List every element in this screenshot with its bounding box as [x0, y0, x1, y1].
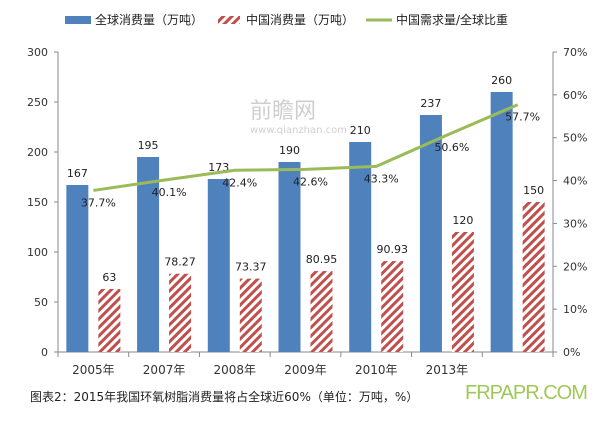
bar-china: [239, 278, 262, 352]
y2-tick-label: 50%: [563, 132, 587, 145]
bar-global: [490, 92, 513, 352]
bar-global-label: 237: [420, 97, 441, 110]
bar-china-label: 73.37: [235, 261, 267, 274]
bar-global-label: 210: [350, 124, 371, 137]
y-tick-label: 50: [34, 296, 48, 309]
bar-china: [451, 232, 474, 352]
legend-label-global: 全球消费量（万吨）: [95, 12, 203, 27]
x-tick-label: 2007年: [143, 363, 186, 377]
bar-china-label: 80.95: [306, 253, 338, 266]
x-tick-label: 2005年: [72, 363, 115, 377]
bar-china-label: 78.27: [164, 256, 196, 269]
bar-china: [169, 273, 192, 352]
y2-tick-label: 40%: [563, 175, 587, 188]
chart-caption: 图表2：2015年我国环氧树脂消费量将占全球近60%（单位：万吨，%）: [30, 390, 419, 404]
watermark-logo: 前瞻网: [250, 99, 316, 124]
bar-global: [349, 142, 372, 352]
x-tick-label: 2008年: [214, 363, 257, 377]
line-ratio-label: 43.3%: [364, 172, 399, 185]
y2-tick-label: 20%: [563, 260, 587, 273]
bar-global-label: 195: [138, 139, 159, 152]
bar-global: [137, 157, 160, 352]
line-ratio: [93, 103, 519, 192]
x-tick-label: 2010年: [355, 363, 398, 377]
bar-global: [278, 162, 301, 352]
bar-china-label: 120: [452, 214, 473, 227]
bar-china-label: 90.93: [376, 243, 408, 256]
bar-global: [207, 179, 230, 352]
line-ratio-label: 57.7%: [505, 111, 540, 124]
bar-global: [66, 185, 89, 352]
y-tick-label: 300: [27, 46, 48, 59]
bar-global: [419, 115, 442, 352]
watermark-site: FRPAPR.COM: [465, 382, 588, 404]
watermark-url: www.qianzhan.com: [250, 125, 347, 136]
bar-china: [310, 271, 333, 352]
x-tick-label: 2013年: [426, 363, 469, 377]
y2-tick-label: 30%: [563, 217, 587, 230]
bar-china-label: 150: [523, 184, 544, 197]
line-ratio-label: 42.6%: [293, 175, 328, 188]
bar-china: [381, 261, 404, 352]
bar-china: [522, 202, 545, 352]
legend-swatch-global: [65, 16, 91, 24]
y2-tick-label: 10%: [563, 303, 587, 316]
line-ratio-label: 40.1%: [152, 186, 187, 199]
y2-tick-label: 60%: [563, 89, 587, 102]
y-tick-label: 0: [41, 346, 48, 359]
legend-label-ratio: 中国需求量/全球比重: [396, 12, 508, 27]
line-ratio-label: 50.6%: [434, 141, 469, 154]
bar-global-label: 190: [279, 144, 300, 157]
y-tick-label: 100: [27, 246, 48, 259]
bar-china: [98, 289, 121, 352]
y2-tick-label: 70%: [563, 46, 587, 59]
y-tick-label: 200: [27, 146, 48, 159]
x-tick-label: 2009年: [284, 363, 327, 377]
chart: 0 50 100 150 200 250 300 0% 10% 20% 30% 40% 50% 60% 70…: [27, 12, 587, 377]
legend-swatch-china: [218, 16, 240, 24]
y-tick-label: 250: [27, 96, 48, 109]
y-tick-label: 150: [27, 196, 48, 209]
bar-global-label: 260: [491, 74, 512, 87]
line-ratio-label: 37.7%: [81, 196, 116, 209]
bar-china-label: 63: [102, 271, 116, 284]
y2-tick-label: 0%: [563, 346, 580, 359]
line-ratio-label: 42.4%: [222, 176, 257, 189]
bar-global-label: 167: [67, 167, 88, 180]
legend-label-china: 中国消费量（万吨）: [246, 12, 354, 27]
